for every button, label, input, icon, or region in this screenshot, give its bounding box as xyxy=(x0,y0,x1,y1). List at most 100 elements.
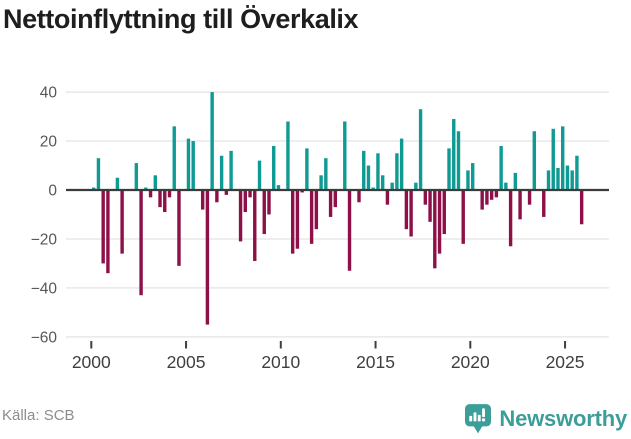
bar-2005-K1 xyxy=(186,138,191,190)
bar-2003-K1 xyxy=(148,190,153,198)
bar-2003-K3 xyxy=(158,190,162,208)
bar-2010-K3 xyxy=(290,190,295,254)
bar-2012-K3 xyxy=(328,190,333,217)
bar-2013-K3 xyxy=(347,190,352,271)
bar-2001-K2 xyxy=(115,177,120,190)
bar-2012-K1 xyxy=(319,175,323,190)
bar-2006-K4 xyxy=(219,155,224,190)
x-axis-label-2010: 2010 xyxy=(261,352,300,372)
y-axis-label-0: 0 xyxy=(48,183,57,200)
bar-2017-K3 xyxy=(423,190,428,205)
x-axis-label-2025: 2025 xyxy=(546,352,585,372)
bar-2013-K2 xyxy=(343,121,347,190)
x-axis-label-2015: 2015 xyxy=(356,352,395,372)
bar-2024-K1 xyxy=(546,170,551,190)
bar-2025-K2 xyxy=(570,170,574,190)
bar-2014-K4 xyxy=(371,187,375,190)
bar-2023-K4 xyxy=(542,190,546,217)
bar-2008-K2 xyxy=(248,190,252,198)
bar-2023-K2 xyxy=(532,131,536,190)
bar-2005-K4 xyxy=(200,190,205,210)
bar-2011-K1 xyxy=(300,190,304,193)
bar-2018-K2 xyxy=(437,190,442,254)
bar-2007-K1 xyxy=(224,190,229,195)
bar-2025-K3 xyxy=(575,155,579,190)
bar-2002-K2 xyxy=(134,163,139,190)
bar-2016-K4 xyxy=(409,190,413,237)
bar-2018-K1 xyxy=(433,190,437,269)
y-axis-label-40: 40 xyxy=(40,85,58,102)
bar-2000-K4 xyxy=(106,190,110,274)
bar-2004-K2 xyxy=(172,126,176,190)
bar-2006-K3 xyxy=(215,190,219,203)
bar-2009-K2 xyxy=(267,190,271,215)
bar-2007-K2 xyxy=(229,150,233,190)
bar-2019-K4 xyxy=(466,170,470,190)
bar-2021-K4 xyxy=(504,182,508,190)
bar-2015-K4 xyxy=(390,182,394,190)
bar-2000-K2 xyxy=(96,158,101,190)
bar-2024-K4 xyxy=(561,126,565,190)
y-axis-label--40: −40 xyxy=(31,280,58,297)
bar-2011-K2 xyxy=(305,148,309,190)
bar-2008-K3 xyxy=(253,190,257,261)
bar-2012-K2 xyxy=(324,158,328,190)
newsworthy-logo-icon xyxy=(465,404,492,434)
bar-2022-K2 xyxy=(513,172,518,190)
bar-2001-K3 xyxy=(120,190,124,254)
bar-2010-K2 xyxy=(286,121,290,190)
y-axis-label-20: 20 xyxy=(40,134,58,151)
newsworthy-wordmark: Newsworthy xyxy=(499,406,627,431)
bar-2025-K4 xyxy=(579,190,584,225)
bar-2007-K4 xyxy=(238,190,243,242)
bar-2020-K1 xyxy=(471,163,475,190)
bar-2019-K1 xyxy=(452,119,456,190)
bar-2008-K1 xyxy=(243,190,247,213)
bar-2017-K4 xyxy=(428,190,432,222)
bar-2021-K3 xyxy=(499,145,503,190)
bar-2019-K2 xyxy=(456,131,461,190)
bar-2008-K4 xyxy=(257,160,262,190)
bar-2020-K3 xyxy=(480,190,484,210)
bar-2006-K1 xyxy=(205,190,210,325)
bar-2010-K4 xyxy=(295,190,300,249)
bar-2011-K4 xyxy=(314,190,319,230)
source-label: Källa: SCB xyxy=(2,407,75,424)
bar-2016-K2 xyxy=(399,138,404,190)
bar-2025-K1 xyxy=(565,165,570,190)
y-axis-label--60: −60 xyxy=(31,329,58,346)
bar-2017-K1 xyxy=(414,182,418,190)
bar-2014-K2 xyxy=(362,150,366,190)
bar-2009-K1 xyxy=(262,190,266,235)
x-axis-label-2000: 2000 xyxy=(72,352,111,372)
bar-2004-K3 xyxy=(177,190,181,266)
bar-2020-K4 xyxy=(485,190,489,205)
bar-2016-K3 xyxy=(404,190,409,230)
bar-2012-K4 xyxy=(333,190,338,208)
bar-2002-K4 xyxy=(144,187,148,190)
bar-2011-K3 xyxy=(309,190,314,244)
bar-2015-K3 xyxy=(385,190,390,205)
bar-2018-K3 xyxy=(442,190,446,235)
x-axis-label-2020: 2020 xyxy=(451,352,490,372)
bar-2015-K1 xyxy=(376,153,380,190)
bar-2014-K3 xyxy=(366,165,371,190)
bar-2004-K1 xyxy=(167,190,172,198)
newsworthy-logo: Newsworthy xyxy=(465,403,627,435)
bar-2003-K4 xyxy=(163,190,167,213)
bar-2003-K2 xyxy=(153,175,157,190)
y-axis-label--20: −20 xyxy=(31,231,58,248)
net-migration-chart: 40 20 0 −20 −40 −60 2000 2005 2010 2015 2020 2025 xyxy=(0,72,631,382)
bar-2024-K3 xyxy=(556,167,560,190)
bar-2009-K3 xyxy=(272,145,276,190)
logo-bar-chart-glyph xyxy=(469,408,486,422)
bar-2016-K1 xyxy=(395,153,399,190)
bar-2022-K1 xyxy=(508,190,513,247)
bar-2009-K4 xyxy=(276,185,281,190)
bar-2019-K3 xyxy=(461,190,465,244)
bar-2005-K2 xyxy=(191,141,195,190)
bar-2002-K3 xyxy=(139,190,143,296)
bar-2023-K1 xyxy=(527,190,532,205)
bar-2021-K1 xyxy=(489,190,494,200)
